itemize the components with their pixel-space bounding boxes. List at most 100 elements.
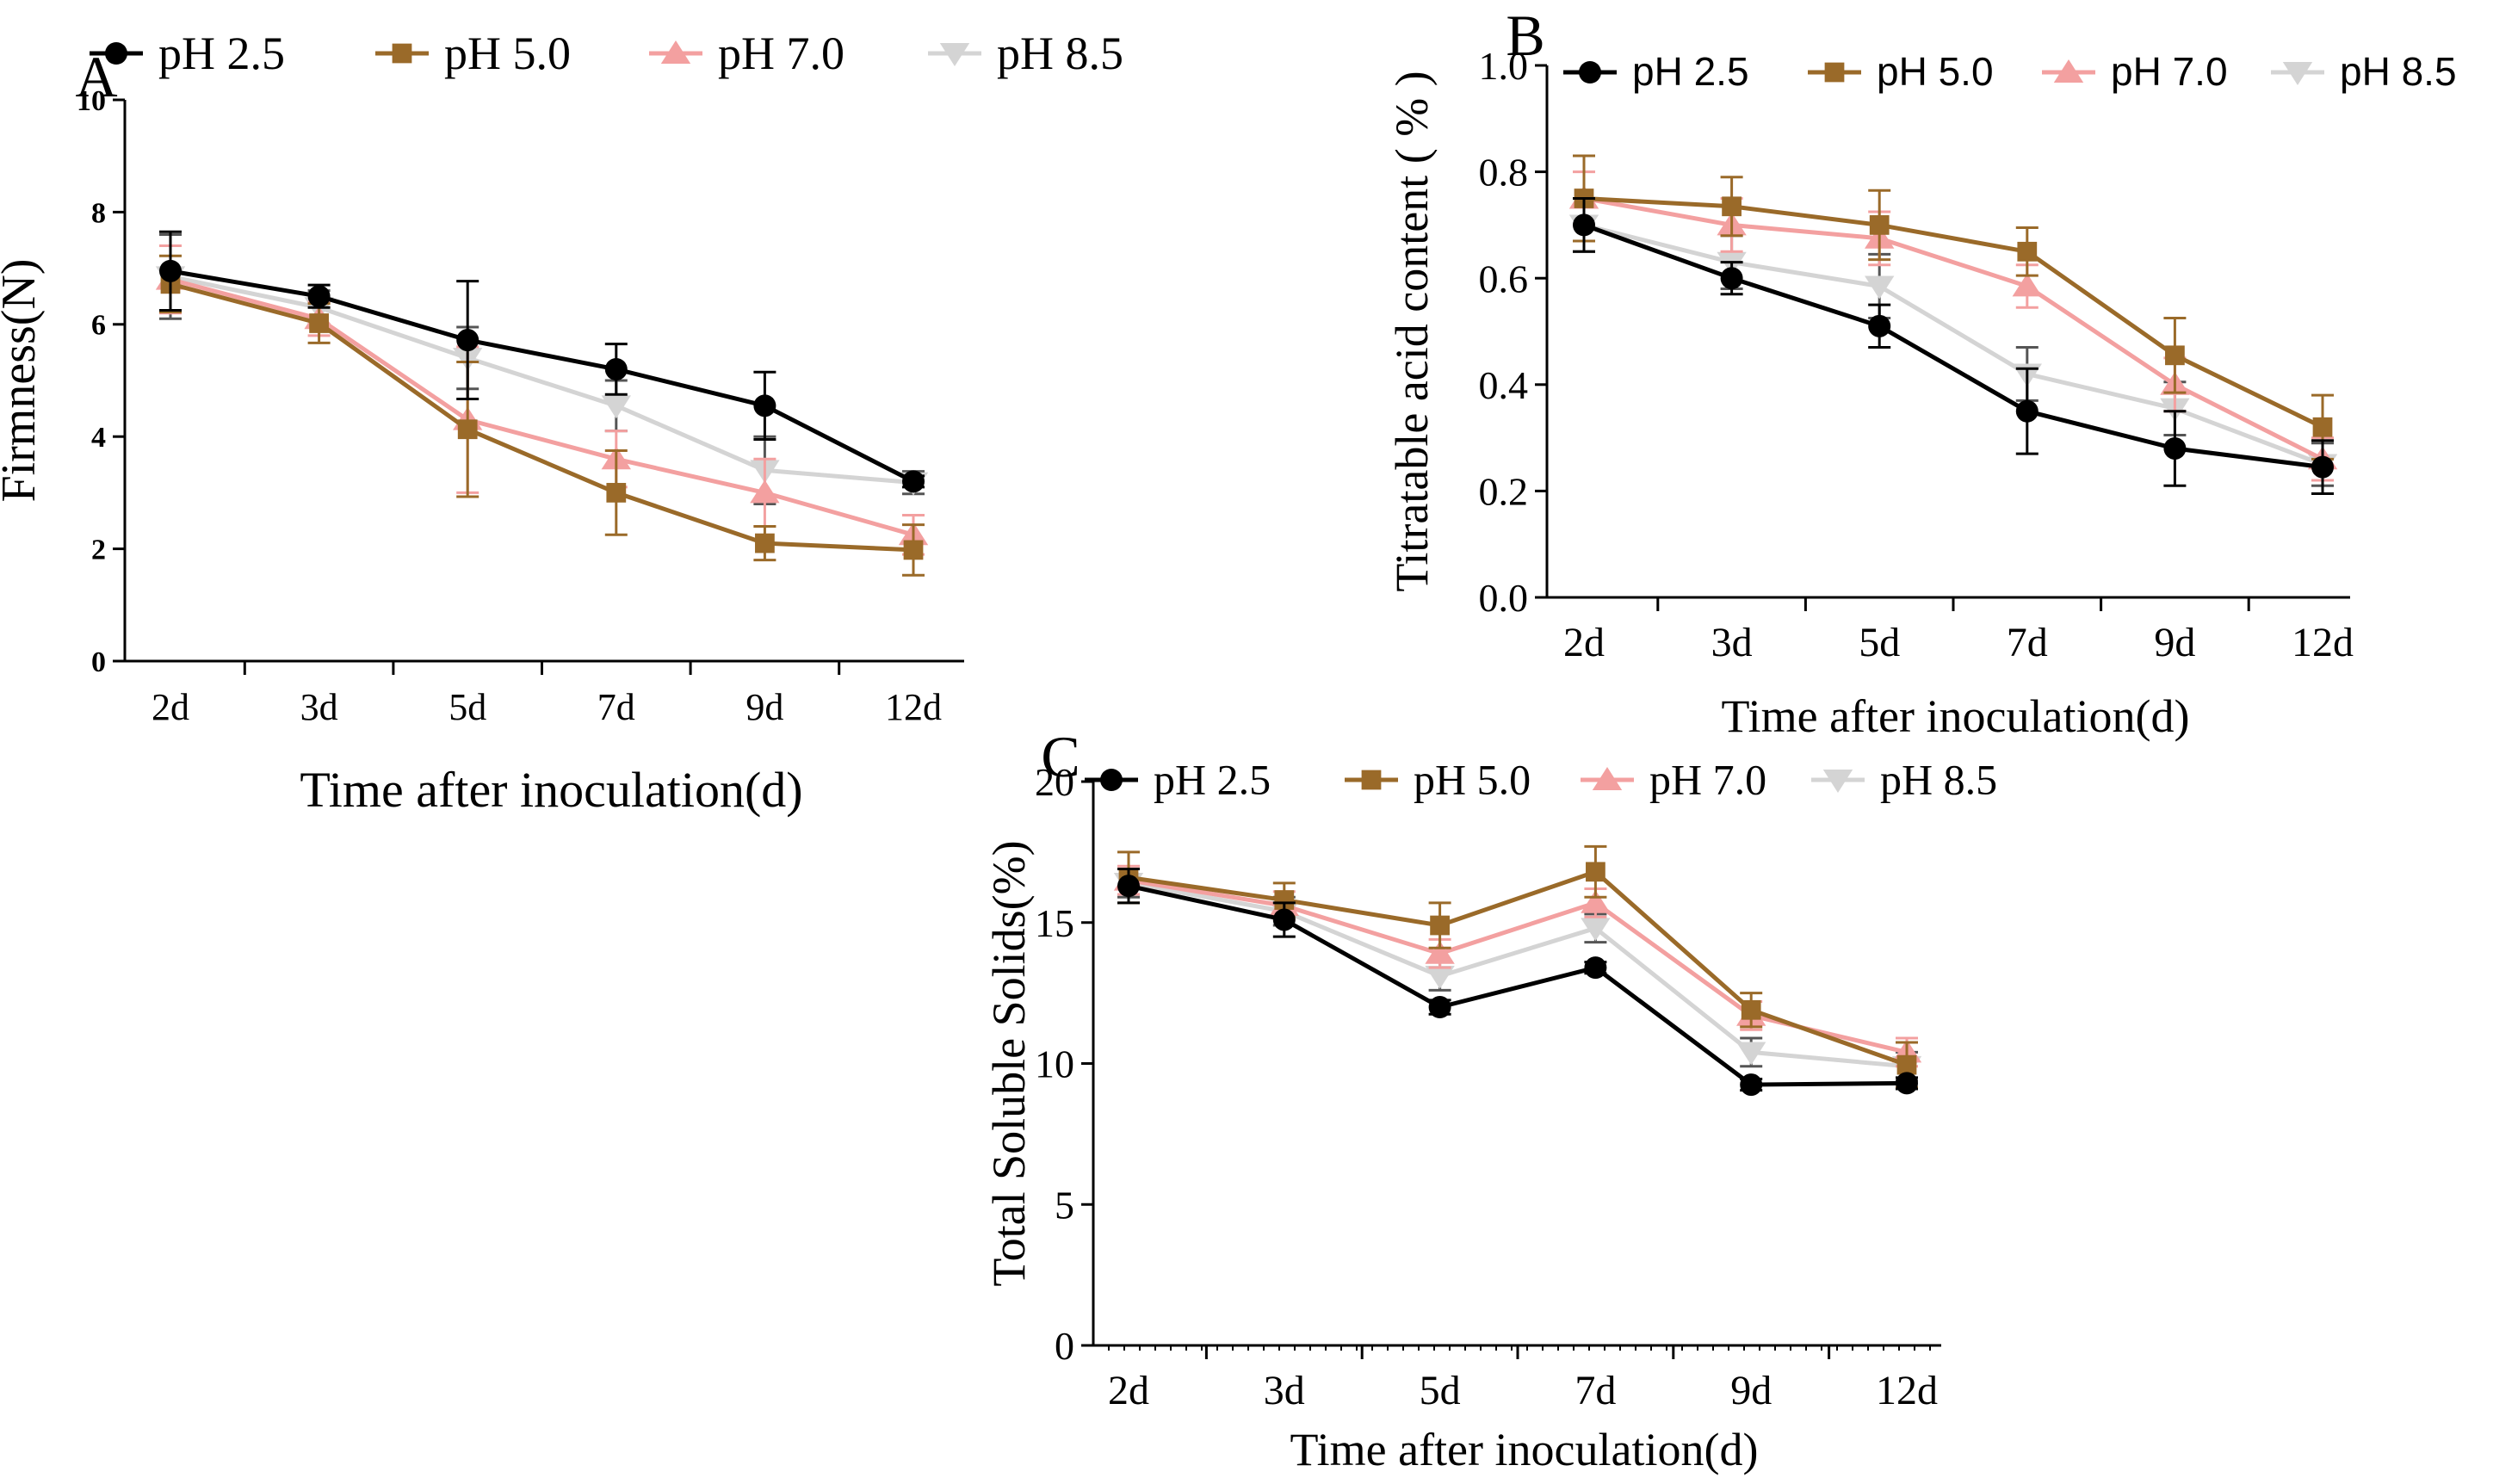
legend-item: pH 7.0 (2042, 49, 2228, 94)
data-point (456, 329, 479, 352)
legend-item: pH 5.0 (1345, 756, 1531, 804)
data-point (2312, 417, 2333, 437)
x-axis-label: Time after inoculation(d) (300, 762, 802, 818)
legend-swatch-marker (1822, 770, 1853, 793)
panel-label: B (1506, 3, 1544, 68)
legend-label: pH 2.5 (1154, 756, 1271, 804)
data-point (2017, 241, 2038, 262)
x-tick-label: 5d (1859, 620, 1900, 665)
series-ph-8-5 (1568, 197, 2338, 487)
data-point (2165, 345, 2185, 366)
data-point (606, 483, 627, 503)
x-tick-label: 9d (746, 686, 783, 728)
data-point (457, 419, 478, 440)
data-point (1581, 918, 1611, 942)
x-tick-label: 7d (597, 686, 635, 728)
chart-panel-a: 0 2 4 6 8 10 2d 3d 5d 7d 9d 12d Time after inoculati… (0, 28, 1123, 818)
legend-swatch-marker (1579, 61, 1601, 83)
data-point (2163, 436, 2187, 460)
data-point (1425, 966, 1455, 989)
data-point (902, 470, 925, 493)
legend-label: pH 5.0 (1877, 49, 1994, 94)
legend-item: pH 5.0 (375, 28, 571, 79)
legend-label: pH 8.5 (2340, 49, 2457, 94)
panel-label: A (75, 44, 117, 109)
y-tick-label: 10 (77, 85, 106, 117)
chart-panel-b: 0.0 0.2 0.4 0.6 0.8 1.0 2d 3d 5d 7d 9d 12d Time afte… (1386, 3, 2457, 742)
data-point (750, 479, 780, 504)
y-tick-label: 2 (91, 535, 106, 566)
series-line (170, 274, 914, 485)
x-tick-label: 9d (2154, 620, 2195, 665)
data-point (1868, 314, 1891, 337)
x-tick-label: 12d (2292, 620, 2354, 665)
series-line (1128, 878, 1908, 1054)
legend: pH 2.5 pH 5.0 pH 7.0 pH 8.5 (90, 28, 1123, 79)
y-tick-label: 4 (91, 422, 106, 454)
data-point (1274, 890, 1295, 910)
x-tick-label: 9d (1730, 1368, 1772, 1413)
data-point (1740, 1073, 1763, 1097)
series-ph-8-5 (155, 232, 929, 505)
series-ph-5-0 (1573, 154, 2334, 461)
y-axis-label: Firmness(N) (0, 258, 46, 502)
data-point (1896, 1072, 1918, 1095)
legend-label: pH 7.0 (1649, 756, 1766, 804)
x-axis-label: Time after inoculation(d) (1290, 1424, 1759, 1475)
x-tick-label: 2d (1108, 1368, 1149, 1413)
data-point (601, 395, 631, 419)
legend-item: pH 8.5 (2271, 49, 2457, 94)
x-tick-label: 12d (1876, 1368, 1938, 1413)
y-tick-label: 0.8 (1479, 151, 1529, 195)
series-line (170, 277, 914, 537)
data-point (1573, 213, 1595, 237)
data-point (1869, 215, 1890, 235)
legend-label: pH 7.0 (718, 28, 844, 79)
legend-label: pH 2.5 (1632, 49, 1749, 94)
series-line (1583, 223, 2323, 470)
data-point (2012, 273, 2042, 297)
data-point (1720, 267, 1743, 290)
data-point (1425, 940, 1455, 964)
x-tick-label: 7d (2007, 620, 2048, 665)
legend-swatch-marker (2053, 59, 2084, 83)
series-line (1128, 869, 1908, 1067)
series-line (1583, 196, 2324, 461)
legend-item: pH 5.0 (1808, 49, 1994, 94)
legend-swatch-marker (1361, 770, 1382, 790)
legend-label: pH 2.5 (158, 28, 285, 79)
x-tick-label: 7d (1575, 1368, 1616, 1413)
y-tick-label: 15 (1035, 901, 1074, 945)
y-tick-label: 0.4 (1479, 363, 1529, 407)
legend-item: pH 8.5 (1811, 756, 1997, 804)
legend-item: pH 2.5 (1085, 756, 1271, 804)
y-axis-label: Total Soluble Solids(%) (983, 840, 1035, 1286)
series-ph-5-0 (1117, 844, 1918, 1089)
y-tick-label: 0.0 (1479, 576, 1529, 620)
series-line (1583, 196, 2324, 430)
data-point (1722, 196, 1742, 217)
legend-swatch-marker (2282, 62, 2313, 85)
series-ph-7-0 (155, 244, 929, 556)
x-tick-label: 2d (152, 686, 189, 728)
data-point (604, 357, 628, 380)
y-tick-label: 20 (1035, 760, 1074, 804)
y-tick-label: 5 (1055, 1183, 1074, 1227)
data-point (903, 540, 924, 560)
x-tick-label: 3d (1711, 620, 1753, 665)
data-point (2015, 399, 2039, 423)
legend-item: pH 7.0 (649, 28, 844, 79)
data-point (1586, 862, 1605, 882)
series-line (1583, 222, 2323, 467)
x-tick-label: 3d (300, 686, 338, 728)
y-tick-label: 8 (91, 197, 106, 229)
legend-label: pH 8.5 (997, 28, 1123, 79)
x-tick-label: 5d (1420, 1368, 1461, 1413)
data-point (159, 259, 182, 282)
series-line (1128, 883, 1908, 1087)
y-tick-label: 10 (1035, 1042, 1074, 1086)
series-ph-7-0 (1568, 170, 2338, 482)
legend-swatch-marker (1100, 769, 1123, 791)
data-point (307, 285, 331, 308)
legend-label: pH 5.0 (1414, 756, 1531, 804)
